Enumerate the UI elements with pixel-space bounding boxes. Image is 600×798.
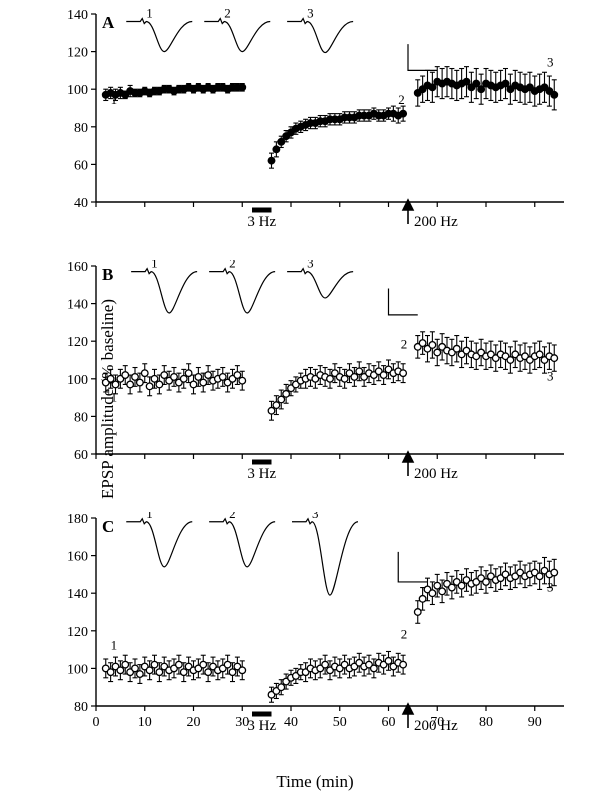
svg-text:80: 80 — [74, 410, 88, 425]
svg-text:100: 100 — [67, 373, 88, 388]
svg-text:180: 180 — [67, 512, 88, 527]
svg-text:140: 140 — [67, 587, 88, 602]
svg-text:2: 2 — [229, 260, 236, 271]
svg-text:2: 2 — [224, 8, 231, 21]
svg-text:3 Hz: 3 Hz — [247, 214, 276, 230]
svg-text:B: B — [102, 265, 113, 284]
svg-text:160: 160 — [67, 550, 88, 565]
panel-a: 40 60 80 100 120 140 A 1 2 3 3 Hz 200 Hz 1 2 3 — [60, 8, 570, 238]
svg-text:20: 20 — [187, 715, 201, 730]
svg-text:120: 120 — [67, 625, 88, 640]
svg-text:2: 2 — [229, 512, 236, 521]
svg-text:80: 80 — [74, 121, 88, 136]
svg-text:1: 1 — [111, 92, 118, 107]
figure-root: EPSP amplitude (% baseline) Time (min) 4… — [0, 0, 600, 798]
svg-text:1: 1 — [146, 8, 153, 21]
svg-text:40: 40 — [74, 196, 88, 211]
svg-text:80: 80 — [479, 715, 493, 730]
svg-text:A: A — [102, 13, 115, 32]
svg-text:3: 3 — [547, 579, 554, 594]
x-axis-label: Time (min) — [60, 772, 570, 792]
svg-text:200 Hz: 200 Hz — [414, 466, 458, 482]
panel-c: 801001201401601800102030405060708090C123… — [60, 512, 570, 742]
svg-text:60: 60 — [74, 448, 88, 463]
svg-text:1: 1 — [146, 512, 153, 521]
svg-text:60: 60 — [74, 158, 88, 173]
svg-text:90: 90 — [528, 715, 542, 730]
svg-text:3: 3 — [547, 369, 554, 384]
svg-text:80: 80 — [74, 700, 88, 715]
svg-text:40: 40 — [284, 715, 298, 730]
svg-text:100: 100 — [67, 662, 88, 677]
svg-text:1: 1 — [111, 638, 118, 653]
svg-text:2: 2 — [401, 337, 408, 352]
panel-b: 60 80 100 120 140 160 B 1 2 3 3 Hz 200 Hz 1 2 3 — [60, 260, 570, 490]
svg-text:100: 100 — [67, 83, 88, 98]
svg-text:0: 0 — [93, 715, 100, 730]
svg-text:60: 60 — [382, 715, 396, 730]
svg-text:160: 160 — [67, 260, 88, 275]
svg-text:140: 140 — [67, 8, 88, 23]
svg-text:3: 3 — [307, 8, 314, 21]
svg-text:1: 1 — [111, 389, 118, 404]
svg-text:3 Hz: 3 Hz — [247, 718, 276, 734]
svg-text:3 Hz: 3 Hz — [247, 466, 276, 482]
svg-text:3: 3 — [312, 512, 319, 521]
svg-text:3: 3 — [307, 260, 314, 271]
svg-text:50: 50 — [333, 715, 347, 730]
svg-text:1: 1 — [151, 260, 158, 271]
svg-text:3: 3 — [547, 55, 554, 70]
svg-text:C: C — [102, 517, 114, 536]
svg-text:2: 2 — [398, 92, 405, 107]
svg-text:120: 120 — [67, 335, 88, 350]
svg-text:200 Hz: 200 Hz — [414, 718, 458, 734]
svg-text:120: 120 — [67, 46, 88, 61]
svg-text:200 Hz: 200 Hz — [414, 214, 458, 230]
svg-text:140: 140 — [67, 298, 88, 313]
svg-text:10: 10 — [138, 715, 152, 730]
svg-text:2: 2 — [401, 626, 408, 641]
